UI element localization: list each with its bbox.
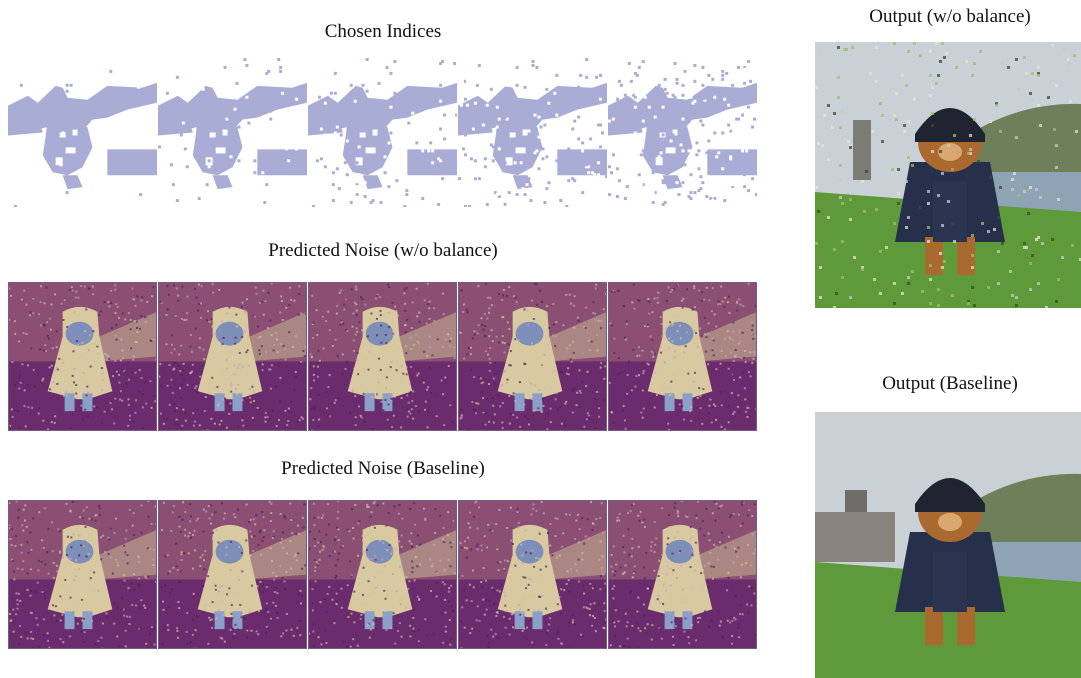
output-baseline-image: [815, 412, 1081, 678]
output-baseline-caption: Output (Baseline): [815, 373, 1081, 395]
noise-tile: [158, 282, 307, 431]
mask-tile: [158, 58, 307, 208]
output-wo-balance-caption: Output (w/o balance): [815, 6, 1081, 28]
mask-tile: [608, 58, 757, 208]
noise-tile: [8, 500, 157, 649]
noise-tile: [308, 500, 457, 649]
noise-wo-balance-strip: [8, 282, 758, 431]
noise-tile: [308, 282, 457, 431]
chosen-indices-caption: Chosen Indices: [283, 21, 483, 43]
noise-tile: [158, 500, 307, 649]
noise-wo-balance-caption: Predicted Noise (w/o balance): [233, 240, 533, 262]
noise-tile: [608, 282, 757, 431]
noise-baseline-caption: Predicted Noise (Baseline): [233, 458, 533, 480]
noise-tile: [8, 282, 157, 431]
noise-tile: [458, 500, 607, 649]
noise-baseline-strip: [8, 500, 758, 649]
output-wo-balance-image: [815, 42, 1081, 310]
chosen-indices-strip: [8, 58, 758, 208]
noise-tile: [608, 500, 757, 649]
mask-tile: [8, 58, 157, 208]
noise-tile: [458, 282, 607, 431]
mask-tile: [458, 58, 607, 208]
mask-tile: [308, 58, 457, 208]
